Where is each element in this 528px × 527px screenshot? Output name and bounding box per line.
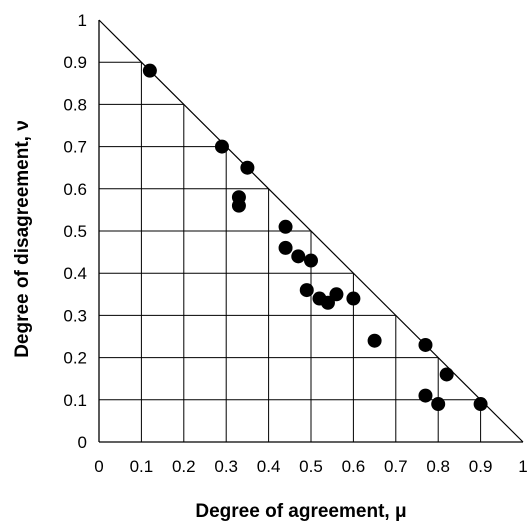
y-tick-label: 0.2 bbox=[63, 349, 87, 368]
y-tick-label: 0.6 bbox=[63, 180, 87, 199]
data-point bbox=[278, 219, 293, 234]
data-point bbox=[346, 291, 361, 306]
y-tick-label: 0.3 bbox=[63, 306, 87, 325]
data-point bbox=[240, 160, 255, 175]
data-point bbox=[320, 295, 335, 310]
data-point bbox=[439, 367, 454, 382]
y-tick-labels: 0 0.1 0.2 0.3 0.4 0.5 0.6 0.7 0.8 0.9 1 bbox=[63, 11, 87, 452]
data-point bbox=[231, 198, 246, 213]
x-tick-label: 0 bbox=[94, 457, 103, 476]
x-tick-label: 0.3 bbox=[214, 457, 238, 476]
data-point bbox=[291, 249, 306, 264]
y-tick-label: 1 bbox=[78, 11, 87, 30]
y-tick-label: 0.9 bbox=[63, 53, 87, 72]
y-tick-label: 0.5 bbox=[63, 222, 87, 241]
x-tick-label: 1 bbox=[518, 457, 527, 476]
x-tick-label: 0.6 bbox=[342, 457, 366, 476]
x-tick-label: 0.2 bbox=[172, 457, 196, 476]
x-tick-label: 0.1 bbox=[130, 457, 154, 476]
x-axis-title: Degree of agreement, μ bbox=[195, 501, 406, 522]
data-point bbox=[142, 63, 157, 78]
data-point bbox=[329, 287, 344, 302]
x-tick-label: 0.7 bbox=[384, 457, 408, 476]
data-point bbox=[304, 253, 318, 268]
data-point bbox=[367, 333, 382, 348]
data-point bbox=[431, 397, 446, 412]
data-point bbox=[214, 139, 229, 154]
y-tick-label: 0 bbox=[78, 433, 87, 452]
y-tick-label: 0.7 bbox=[63, 138, 87, 157]
y-axis-title: Degree of disagreement, ν bbox=[12, 120, 33, 358]
x-tick-label: 0.8 bbox=[426, 457, 450, 476]
x-tick-labels: 0 0.1 0.2 0.3 0.4 0.5 0.6 0.7 0.8 0.9 1 bbox=[94, 457, 527, 476]
data-point bbox=[278, 240, 293, 255]
grid bbox=[99, 61, 482, 442]
data-point bbox=[473, 397, 488, 412]
y-tick-label: 0.4 bbox=[63, 264, 87, 283]
y-tick-label: 0.8 bbox=[63, 95, 87, 114]
x-tick-label: 0.9 bbox=[469, 457, 493, 476]
x-tick-label: 0.5 bbox=[299, 457, 323, 476]
y-tick-label: 0.1 bbox=[63, 391, 87, 410]
data-points bbox=[142, 63, 488, 412]
data-point bbox=[418, 337, 433, 352]
x-tick-label: 0.4 bbox=[257, 457, 281, 476]
data-point bbox=[299, 283, 314, 298]
data-point bbox=[418, 388, 433, 403]
